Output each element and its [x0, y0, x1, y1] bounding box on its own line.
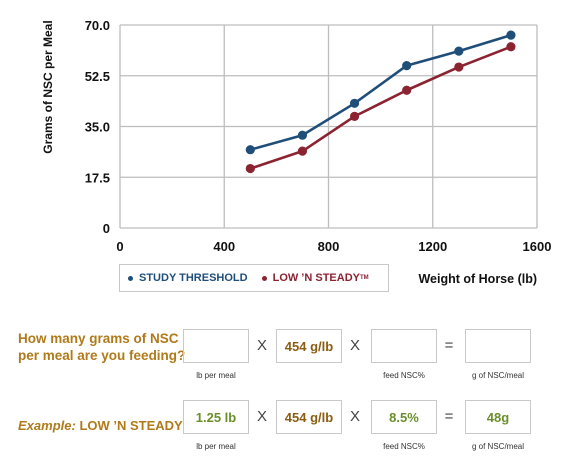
x-axis-label: Weight of Horse (lb)	[418, 272, 537, 286]
example-lb-per-meal: 1.25 lb	[183, 400, 249, 434]
example-label: Example: LOW ’N STEADY	[18, 418, 188, 433]
example-lb-caption: lb per meal	[196, 442, 236, 451]
example-result: 48g	[465, 400, 531, 434]
legend-marker-study	[128, 275, 133, 281]
data-point-low-n-steady	[402, 85, 412, 95]
multiply-sign: X	[256, 408, 267, 425]
series-line-low-n-steady	[249, 45, 512, 170]
equals-sign: =	[444, 408, 454, 425]
legend-marker-low	[261, 275, 267, 281]
lb-per-meal-caption: lb per meal	[196, 371, 236, 380]
example-result-caption: g of NSC/meal	[471, 442, 525, 451]
legend-label-low: LOW ’N STEADY	[272, 272, 360, 284]
grid-lines	[119, 24, 538, 229]
multiply-sign: X	[256, 337, 267, 354]
legend-trademark: TM	[359, 275, 369, 281]
example-nsc-caption: feed NSC%	[383, 442, 425, 451]
x-tick-label: 0	[116, 239, 123, 254]
data-point-study-threshold	[297, 130, 308, 140]
y-tick-label: 70.0	[85, 18, 110, 33]
legend-item-study-threshold: STUDY THRESHOLD	[128, 272, 248, 284]
data-point-low-n-steady	[506, 42, 516, 52]
grams-per-lb-constant: 454 g/lb	[276, 329, 342, 363]
y-tick-label: 35.0	[85, 120, 110, 135]
data-point-study-threshold	[245, 145, 255, 155]
y-axis-label: Grams of NSC per Meal	[41, 20, 55, 153]
y-tick-label: 0	[103, 221, 110, 236]
data-point-low-n-steady	[297, 146, 308, 156]
multiply-sign: X	[349, 337, 360, 354]
lb-per-meal-input[interactable]	[183, 329, 249, 363]
x-tick-label: 1200	[418, 239, 447, 254]
example-nsc-percent: 8.5%	[371, 400, 437, 434]
legend-item-low-n-steady: LOW ’N STEADY TM	[261, 272, 369, 284]
x-tick-label: 800	[318, 239, 340, 254]
result-caption: g of NSC/meal	[471, 371, 525, 380]
multiply-sign: X	[349, 408, 360, 425]
nsc-line-chart: 0 17.5 35.0 52.5 70.0 0 400 800 1200 1600 Grams …	[41, 18, 551, 286]
data-point-low-n-steady	[245, 163, 255, 174]
feed-nsc-percent-input[interactable]	[371, 329, 437, 363]
feed-nsc-caption: feed NSC%	[383, 371, 425, 380]
x-tick-label: 1600	[523, 239, 552, 254]
example-product: LOW ’N STEADY	[79, 418, 183, 433]
x-tick-label: 400	[213, 239, 235, 254]
data-point-study-threshold	[402, 61, 412, 71]
data-point-study-threshold	[454, 46, 464, 56]
data-point-low-n-steady	[349, 111, 360, 121]
y-tick-label: 52.5	[85, 69, 110, 84]
x-tick-labels: 0 400 800 1200 1600	[116, 239, 551, 254]
example-grams-per-lb: 454 g/lb	[276, 400, 342, 434]
equals-sign: =	[444, 337, 454, 354]
example-prefix: Example:	[18, 418, 76, 433]
series-layer	[245, 30, 516, 174]
data-point-study-threshold	[349, 98, 360, 108]
y-tick-labels: 0 17.5 35.0 52.5 70.0	[85, 18, 110, 236]
data-point-study-threshold	[506, 30, 516, 40]
series-line-study-threshold	[249, 33, 512, 151]
chart-legend: STUDY THRESHOLD LOW ’N STEADY TM	[119, 264, 389, 292]
data-point-low-n-steady	[454, 62, 464, 72]
y-tick-label: 17.5	[85, 170, 110, 185]
calculator-question: How many grams of NSC per meal are you f…	[18, 331, 186, 363]
nsc-per-meal-result[interactable]	[465, 329, 531, 363]
legend-label-study: STUDY THRESHOLD	[139, 272, 248, 284]
